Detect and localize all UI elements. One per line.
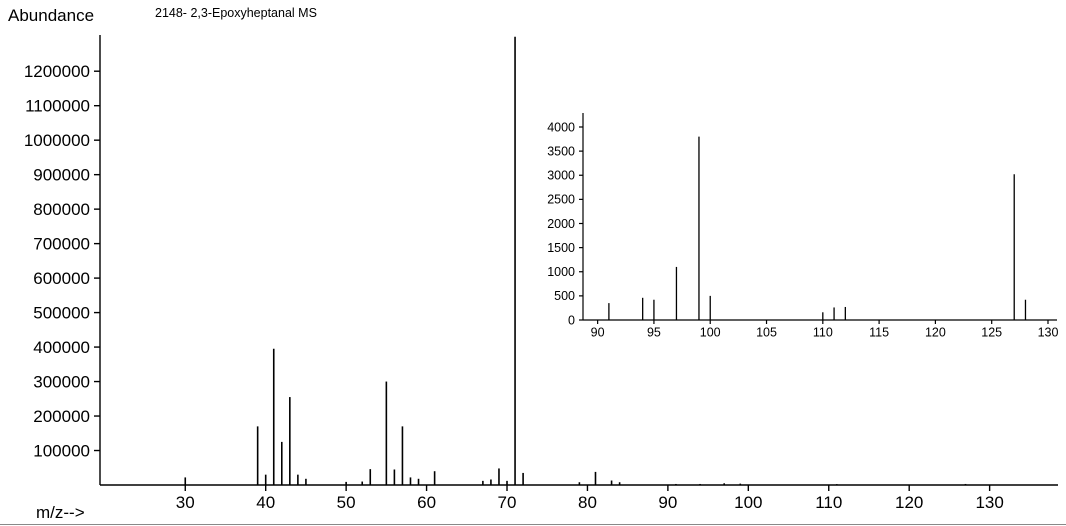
svg-text:120: 120 bbox=[895, 493, 923, 512]
svg-text:700000: 700000 bbox=[33, 235, 90, 254]
svg-text:0: 0 bbox=[568, 313, 575, 327]
svg-text:130: 130 bbox=[1038, 326, 1059, 340]
window-bottom-border bbox=[0, 524, 1066, 525]
svg-text:500: 500 bbox=[554, 289, 575, 303]
svg-text:120: 120 bbox=[925, 326, 946, 340]
svg-text:1100000: 1100000 bbox=[25, 97, 90, 116]
svg-text:80: 80 bbox=[578, 493, 597, 512]
svg-text:200000: 200000 bbox=[33, 407, 90, 426]
svg-text:125: 125 bbox=[981, 326, 1002, 340]
chart-title: 2148- 2,3-Epoxyheptanal MS bbox=[155, 6, 317, 20]
svg-text:4000: 4000 bbox=[547, 120, 575, 134]
svg-text:2000: 2000 bbox=[547, 217, 575, 231]
svg-text:1500: 1500 bbox=[547, 241, 575, 255]
svg-text:100000: 100000 bbox=[33, 441, 90, 460]
svg-text:100: 100 bbox=[734, 493, 762, 512]
svg-text:900000: 900000 bbox=[33, 166, 90, 185]
x-axis-title: m/z--> bbox=[36, 503, 85, 522]
svg-text:100: 100 bbox=[700, 326, 721, 340]
svg-text:1000000: 1000000 bbox=[24, 131, 90, 150]
svg-text:90: 90 bbox=[591, 326, 605, 340]
svg-text:600000: 600000 bbox=[33, 269, 90, 288]
svg-text:115: 115 bbox=[869, 326, 889, 340]
svg-text:1200000: 1200000 bbox=[24, 62, 90, 81]
svg-text:95: 95 bbox=[647, 326, 661, 340]
svg-text:60: 60 bbox=[417, 493, 436, 512]
svg-text:110: 110 bbox=[815, 493, 842, 512]
svg-text:2500: 2500 bbox=[547, 193, 575, 207]
svg-text:3500: 3500 bbox=[547, 144, 575, 158]
svg-text:300000: 300000 bbox=[33, 373, 90, 392]
svg-text:1000: 1000 bbox=[547, 265, 575, 279]
y-axis-title: Abundance bbox=[8, 6, 95, 25]
svg-text:130: 130 bbox=[975, 493, 1003, 512]
svg-text:400000: 400000 bbox=[33, 338, 90, 357]
svg-text:90: 90 bbox=[658, 493, 677, 512]
svg-text:30: 30 bbox=[176, 493, 195, 512]
svg-text:500000: 500000 bbox=[33, 304, 90, 323]
svg-text:70: 70 bbox=[498, 493, 517, 512]
svg-text:40: 40 bbox=[256, 493, 275, 512]
svg-text:105: 105 bbox=[756, 326, 777, 340]
svg-text:50: 50 bbox=[337, 493, 356, 512]
svg-text:800000: 800000 bbox=[33, 200, 90, 219]
svg-text:3000: 3000 bbox=[547, 169, 575, 183]
svg-text:110: 110 bbox=[813, 326, 833, 340]
